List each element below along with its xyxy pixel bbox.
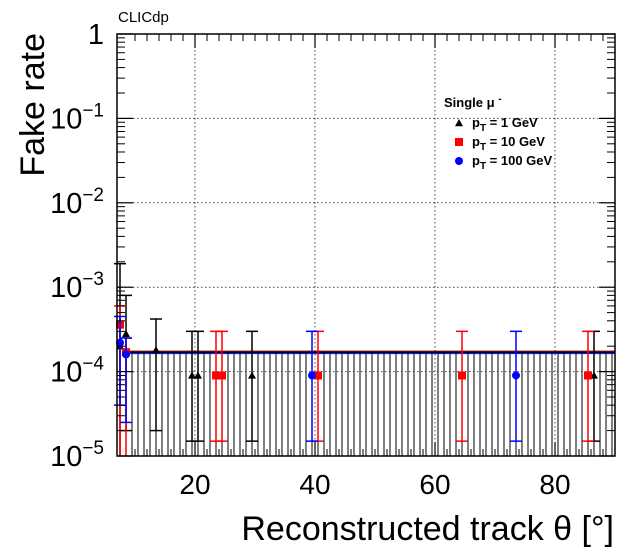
y-tick-exponent: −1 (82, 100, 104, 121)
legend-entry-label: pT = 100 GeV (472, 153, 553, 172)
legend-entry-p: p (472, 134, 480, 149)
data-point (152, 346, 160, 354)
legend-title: Single μ - (444, 94, 502, 110)
legend-entry-p: p (472, 153, 480, 168)
y-axis-title: Fake rate (14, 33, 52, 177)
x-tick-label: 20 (179, 469, 210, 500)
x-tick-label: 60 (419, 469, 450, 500)
y-tick-label: 1 (88, 19, 104, 51)
legend-entry-label: pT = 10 GeV (472, 134, 545, 153)
data-point (194, 371, 202, 379)
data-point (248, 371, 256, 379)
y-tick-exponent: −4 (82, 354, 104, 375)
legend-marker (455, 119, 463, 127)
data-point (512, 371, 520, 380)
data-point (218, 371, 226, 380)
data-point (122, 329, 130, 338)
x-axis-title: Reconstructed track θ [°] (241, 510, 614, 548)
y-tick-exponent: −2 (82, 185, 104, 206)
y-tick-base: 10 (50, 441, 82, 473)
y-tick-base: 10 (50, 103, 82, 135)
legend-entry-sub: T (480, 123, 486, 134)
data-point (314, 371, 322, 380)
y-tick-label: 10−3 (50, 269, 104, 304)
series-layer (114, 262, 600, 456)
data-point (212, 371, 220, 380)
band-layer (129, 350, 615, 456)
data-point (116, 338, 124, 347)
y-tick-label: 10−1 (50, 100, 104, 135)
y-tick-exponent: −5 (82, 438, 104, 459)
data-point (308, 371, 316, 380)
annotation-label: CLICdp (118, 9, 169, 26)
legend-entry-value: = 1 GeV (486, 115, 538, 130)
legend-entry-sub: T (480, 161, 486, 172)
y-tick-label: 10−4 (50, 354, 104, 389)
legend-marker (455, 138, 463, 146)
legend-title-sup: - (498, 94, 501, 105)
x-tick-label: 40 (299, 469, 330, 500)
legend-title-text: Single μ (444, 95, 495, 110)
y-tick-base: 10 (50, 272, 82, 304)
y-tick-base: 10 (50, 357, 82, 389)
legend-entry-sub: T (480, 142, 486, 153)
y-tick-exponent: −3 (82, 269, 104, 290)
legend-marker (455, 157, 463, 165)
plot-frame (116, 33, 616, 457)
legend-entry-value: = 10 GeV (486, 134, 545, 149)
x-tick-label: 80 (539, 469, 570, 500)
legend-entry-value: = 100 GeV (486, 153, 552, 168)
y-tick-label: 10−2 (50, 185, 104, 220)
data-point (122, 350, 130, 359)
data-point (584, 371, 592, 380)
y-tick-label: 10−5 (50, 438, 104, 473)
legend-entry-label: pT = 1 GeV (472, 115, 538, 134)
data-point (188, 371, 196, 379)
data-point (458, 371, 466, 380)
legend-entry-p: p (472, 115, 480, 130)
y-tick-base: 10 (50, 188, 82, 220)
axis-ticks (117, 33, 616, 457)
y-tick-base: 1 (88, 19, 104, 51)
